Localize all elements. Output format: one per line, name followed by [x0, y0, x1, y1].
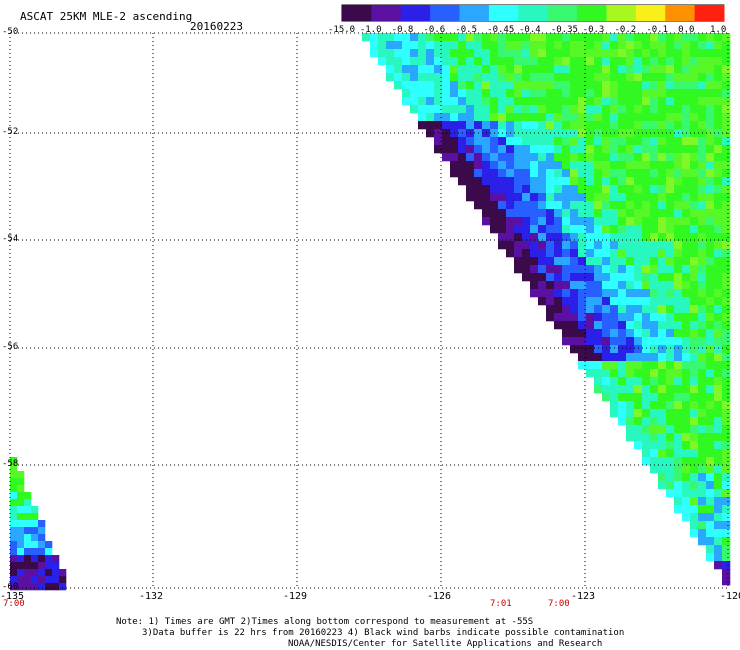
- map-title: ASCAT 25KM MLE-2 ascending: [20, 10, 193, 23]
- colorbar-segment: [577, 5, 607, 21]
- longitude-label: -126: [427, 591, 452, 602]
- note-line-3: NOAA/NESDIS/Center for Satellite Applica…: [288, 639, 603, 649]
- colorbar-tick-label: -0.5: [455, 25, 478, 35]
- colorbar-segment: [488, 5, 519, 21]
- latitude-label: -56: [2, 342, 19, 352]
- colorbar-segment: [694, 5, 725, 21]
- colorbar-segment: [430, 5, 461, 21]
- time-label-mid2: 7:00: [548, 599, 570, 609]
- time-label-left: 7:00: [3, 599, 25, 609]
- longitude-label: -129: [283, 591, 308, 602]
- colorbar-segment: [518, 5, 549, 21]
- latitude-label: -58: [2, 459, 19, 469]
- colorbar-tick-label: -0.45: [487, 25, 515, 35]
- longitude-label: -132: [139, 591, 164, 602]
- colorbar-tick-label: -1.0: [359, 25, 382, 35]
- colorbar-tick-label: -15.0: [328, 25, 356, 35]
- colorbar-segment: [635, 5, 666, 21]
- latitude-label: -52: [2, 127, 19, 137]
- colorbar: [342, 5, 725, 21]
- colorbar-tick-label: -0.1: [646, 25, 669, 35]
- colorbar-tick-label: -0.4: [519, 25, 541, 35]
- swath-left: [10, 457, 67, 591]
- latitude-label: -50: [2, 27, 19, 37]
- colorbar-segment: [371, 5, 402, 21]
- longitude-label: -120: [720, 591, 740, 602]
- colorbar-segment: [342, 5, 372, 21]
- colorbar-tick-label: 0.0: [678, 25, 695, 35]
- colorbar-tick-label: 1.0: [710, 25, 727, 35]
- longitude-label: -123: [571, 591, 596, 602]
- colorbar-tick-label: -0.3: [582, 25, 605, 35]
- note-line-1: Note: 1) Times are GMT 2)Times along bot…: [116, 617, 534, 627]
- colorbar-tick-label: -0.2: [614, 25, 637, 35]
- colorbar-segment: [547, 5, 578, 21]
- colorbar-segment: [459, 5, 490, 21]
- map-date: 20160223: [190, 20, 243, 33]
- longitude-label: -135: [0, 591, 25, 602]
- swath-right: [362, 33, 731, 586]
- note-line-2: 3)Data buffer is 22 hrs from 20160223 4)…: [142, 628, 625, 638]
- time-label-mid1: 7:01: [490, 599, 512, 609]
- colorbar-segment: [400, 5, 431, 21]
- colorbar-tick-label: -0.35: [550, 25, 578, 35]
- latitude-label: -60: [2, 582, 19, 592]
- colorbar-segment: [665, 5, 696, 21]
- colorbar-tick-label: -0.8: [391, 25, 414, 35]
- latitude-label: -54: [2, 234, 19, 244]
- colorbar-segment: [606, 5, 637, 21]
- colorbar-tick-label: -0.6: [423, 25, 446, 35]
- gridlines: [9, 32, 729, 589]
